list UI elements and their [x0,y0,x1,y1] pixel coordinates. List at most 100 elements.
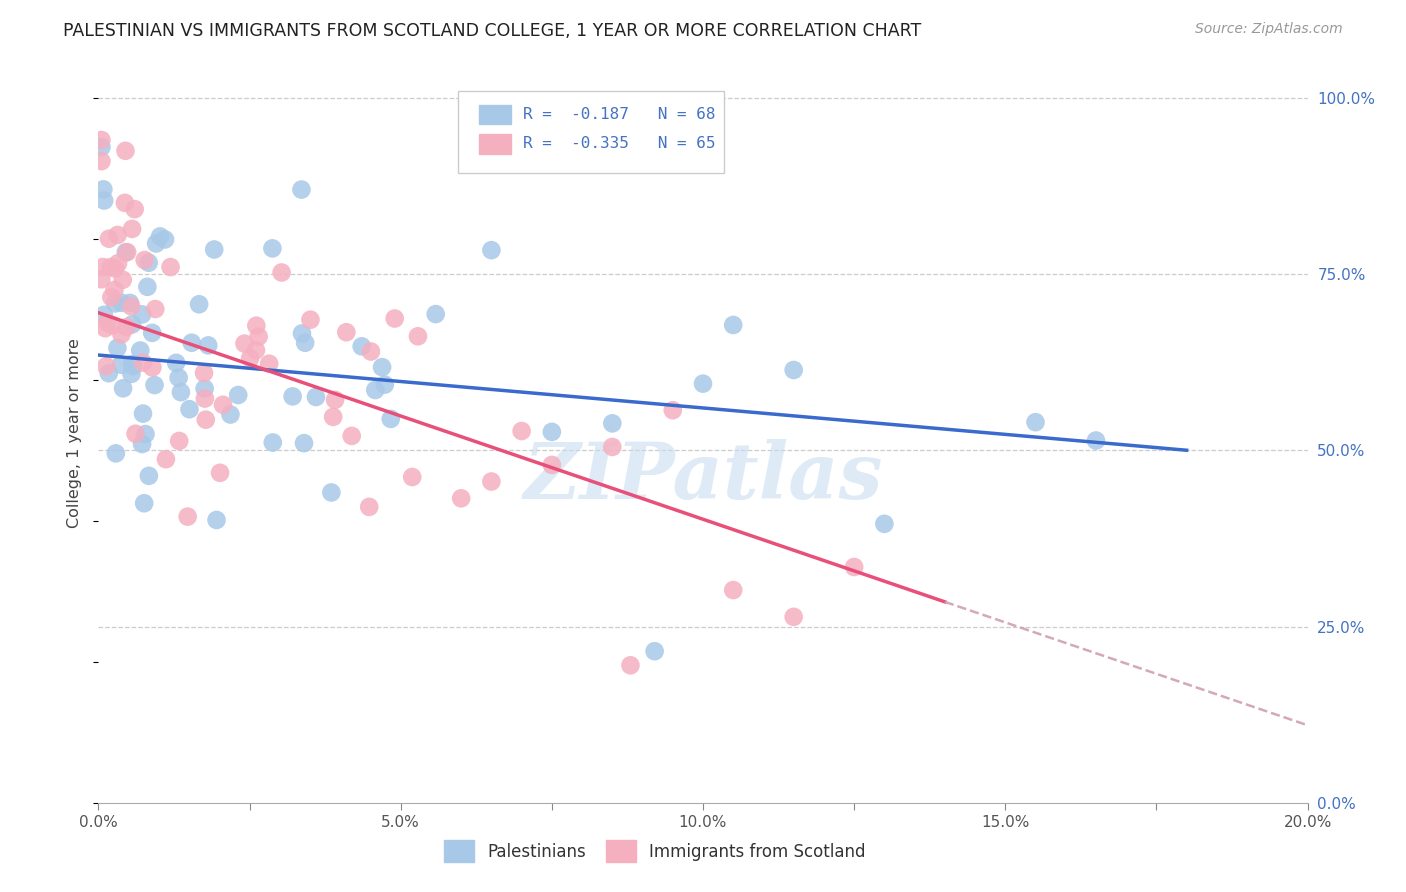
Point [90,154,112,169]
Point [107,256,129,270]
Point [450,491,472,506]
Point [132,407,155,421]
Point [90,140,112,154]
Point [425,307,447,321]
Point [98,232,121,246]
Point [1024,415,1046,429]
Point [112,381,135,395]
Point [101,318,124,332]
Point [121,357,143,371]
Point [93,194,115,208]
Text: R =  -0.335   N = 65: R = -0.335 N = 65 [523,136,716,152]
Point [510,424,533,438]
Point [371,360,394,375]
Point [104,446,127,460]
Point [107,341,129,355]
Point [321,485,343,500]
Point [294,335,316,350]
Point [226,388,249,402]
Point [723,318,745,332]
Text: Source: ZipAtlas.com: Source: ZipAtlas.com [1195,22,1343,37]
Point [245,318,267,333]
Point [323,392,346,407]
Point [360,344,382,359]
Point [90,272,112,286]
Point [138,468,160,483]
Point [167,370,190,384]
Point [176,509,198,524]
Point [91,260,114,274]
Point [359,500,381,514]
Point [374,377,396,392]
Point [239,351,262,366]
Point [93,182,115,196]
Point [114,245,136,260]
FancyBboxPatch shape [457,91,724,173]
Point [290,183,312,197]
Point [340,429,363,443]
Point [364,383,387,397]
Bar [479,135,510,153]
Point [118,296,141,310]
Point [335,325,357,339]
Point [540,458,562,472]
Point [129,343,152,358]
Point [93,308,115,322]
Point [291,326,314,341]
Point [299,312,322,326]
Point [96,316,118,330]
Point [111,295,134,310]
Point [134,496,156,510]
Point [180,335,202,350]
Point [281,389,304,403]
Point [170,385,193,400]
Legend: Palestinians, Immigrants from Scotland: Palestinians, Immigrants from Scotland [437,834,872,869]
Point [481,475,503,489]
Point [380,412,402,426]
Point [873,516,896,531]
Point [844,560,866,574]
Point [205,513,228,527]
Point [94,321,117,335]
Point [111,273,134,287]
Point [134,427,156,442]
Point [141,360,163,375]
Point [247,329,270,343]
Point [188,297,211,311]
Bar [479,104,510,124]
Point [179,402,201,417]
Point [165,356,187,370]
Point [692,376,714,391]
Point [153,232,176,246]
Point [159,260,181,274]
Point [202,243,225,257]
Point [90,133,112,147]
Point [115,245,138,260]
Point [401,470,423,484]
Point [121,222,143,236]
Point [97,366,120,380]
Point [305,390,328,404]
Text: ZIPatlas: ZIPatlas [523,439,883,516]
Point [120,299,142,313]
Point [132,356,155,370]
Point [619,658,641,673]
Point [481,243,503,257]
Point [131,307,153,321]
Text: R =  -0.187   N = 68: R = -0.187 N = 68 [523,107,716,122]
Point [292,436,315,450]
Text: PALESTINIAN VS IMMIGRANTS FROM SCOTLAND COLLEGE, 1 YEAR OR MORE CORRELATION CHAR: PALESTINIAN VS IMMIGRANTS FROM SCOTLAND … [63,22,921,40]
Point [143,378,166,392]
Point [194,392,217,406]
Point [104,296,127,310]
Point [115,320,138,334]
Point [124,426,146,441]
Point [131,437,153,451]
Point [138,256,160,270]
Point [110,327,132,342]
Point [197,338,219,352]
Point [110,358,132,372]
Point [122,359,145,374]
Point [100,290,122,304]
Point [167,434,190,448]
